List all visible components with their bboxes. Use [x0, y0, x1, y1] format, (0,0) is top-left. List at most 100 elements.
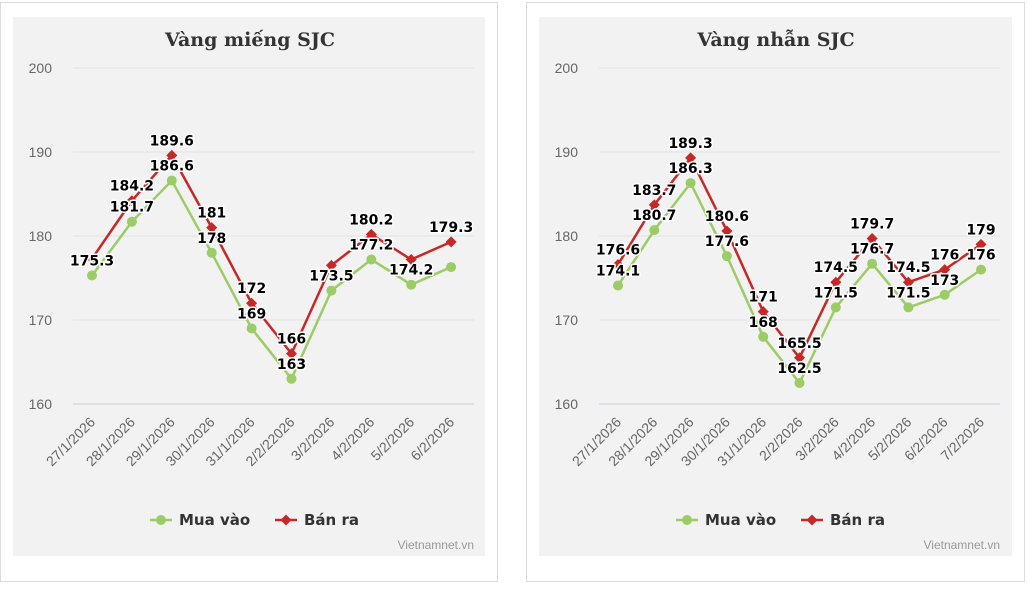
data-point-mua-vao	[126, 216, 137, 227]
data-point-ban-ra	[286, 348, 297, 360]
data-label-mua-vao: 180.7	[632, 208, 676, 224]
data-point-ban-ra	[405, 254, 417, 266]
data-point-mua-vao	[87, 270, 97, 281]
data-label-mua-vao: 174.2	[389, 263, 433, 279]
data-label-ban-ra: 183.7	[632, 183, 676, 199]
legend-marker-mua-vao	[682, 515, 692, 525]
y-tick-label: 170	[29, 312, 53, 328]
chart-card-vang-nhan: Vàng nhẫn SJC 160 170 180 190 200 27/1/2026 28/…	[526, 2, 1025, 582]
legend-label-mua-vao: Mua vào	[705, 511, 776, 529]
series-line-mua-vao	[90, 179, 452, 381]
data-point-ban-ra	[166, 149, 178, 161]
legend-marker-ban-ra	[280, 514, 292, 526]
data-label-mua-vao: 186.3	[668, 161, 712, 177]
data-point-mua-vao	[939, 289, 950, 300]
data-point-mua-vao	[976, 264, 986, 275]
data-label-mua-vao: 169	[237, 306, 266, 322]
data-point-ban-ra	[757, 306, 769, 318]
data-point-ban-ra	[975, 238, 987, 250]
data-point-mua-vao	[366, 254, 377, 265]
legend-label-ban-ra: Bán ra	[830, 511, 885, 529]
legend-label-ban-ra: Bán ra	[304, 511, 359, 529]
data-label-ban-ra: 184.2	[110, 179, 154, 195]
credit-text: Vietnamnet.vn	[924, 538, 1001, 552]
data-point-ban-ra	[612, 259, 624, 271]
data-point-mua-vao	[406, 279, 417, 290]
data-point-mua-vao	[903, 302, 914, 313]
data-label-mua-vao: 162.5	[777, 361, 821, 377]
data-label-ban-ra: 179.3	[429, 220, 473, 236]
data-point-mua-vao	[794, 378, 805, 388]
data-label-ban-ra: 179.7	[850, 217, 894, 233]
data-label-mua-vao: 177.6	[705, 234, 749, 250]
data-label-mua-vao: 176.7	[850, 242, 894, 258]
data-point-ban-ra	[206, 222, 218, 234]
data-point-mua-vao	[246, 323, 257, 334]
y-tick-label: 200	[555, 60, 579, 76]
data-point-mua-vao	[446, 262, 457, 273]
data-label-ban-ra: 181	[197, 206, 226, 222]
chart-title: Vàng nhẫn SJC	[696, 29, 854, 51]
data-label-mua-vao: 174.1	[596, 264, 640, 280]
y-tick-label: 180	[29, 228, 53, 244]
data-point-ban-ra	[939, 264, 951, 276]
data-label-mua-vao: 177.2	[349, 238, 393, 254]
y-tick-label: 170	[555, 312, 579, 328]
y-tick-label: 160	[555, 396, 579, 412]
data-label-ban-ra: 174.5	[886, 260, 930, 276]
data-label-mua-vao: 171.5	[886, 285, 930, 301]
credit-text: Vietnamnet.vn	[398, 538, 475, 552]
data-point-ban-ra	[365, 228, 377, 240]
data-point-mua-vao	[830, 302, 841, 313]
data-label-ban-ra: 166	[277, 332, 306, 348]
data-label-mua-vao: 163	[277, 357, 306, 373]
data-point-mua-vao	[867, 258, 878, 269]
data-point-mua-vao	[721, 251, 732, 262]
chart-card-vang-mieng: Vàng miếng SJC 160 170 180 190 200 27/1/2026 28…	[0, 2, 498, 582]
data-label-ban-ra: 189.6	[150, 133, 194, 149]
data-label-ban-ra: 174.5	[814, 260, 858, 276]
data-point-mua-vao	[286, 373, 297, 384]
data-label-ban-ra: 179	[966, 222, 995, 238]
chart-panel-vang-nhan: Vàng nhẫn SJC 160 170 180 190 200 27/1/2026 28/…	[539, 17, 1012, 556]
data-label-mua-vao: 186.6	[150, 159, 194, 175]
data-point-mua-vao	[758, 331, 769, 342]
data-point-ban-ra	[445, 236, 457, 248]
data-label-ban-ra: 165.5	[777, 336, 821, 352]
data-point-mua-vao	[326, 285, 337, 296]
legend-marker-mua-vao	[156, 515, 166, 525]
data-label-ban-ra: 171	[749, 290, 778, 306]
data-label-ban-ra: 180.2	[349, 212, 393, 228]
data-point-ban-ra	[866, 233, 878, 245]
x-tick-label: 6/2/2026	[407, 414, 457, 464]
data-point-mua-vao	[166, 175, 177, 186]
data-label-ban-ra: 172	[237, 281, 266, 297]
data-label-ban-ra: 176.6	[596, 243, 640, 259]
data-label-mua-vao: 175.3	[70, 253, 114, 269]
line-chart-vang-mieng: Vàng miếng SJC16017018019020027/1/202628…	[29, 29, 475, 552]
y-tick-label: 190	[29, 144, 53, 160]
data-point-mua-vao	[685, 178, 696, 189]
y-tick-label: 200	[29, 60, 53, 76]
y-tick-label: 190	[555, 144, 579, 160]
data-point-ban-ra	[648, 199, 660, 211]
data-label-mua-vao: 168	[749, 315, 778, 331]
chart-title: Vàng miếng SJC	[164, 29, 335, 51]
data-point-ban-ra	[246, 297, 258, 309]
data-point-ban-ra	[902, 276, 914, 288]
data-point-ban-ra	[685, 152, 697, 164]
data-point-ban-ra	[794, 352, 805, 364]
data-point-mua-vao	[649, 225, 660, 236]
data-label-mua-vao: 178	[197, 231, 226, 247]
chart-panel-vang-mieng: Vàng miếng SJC 160 170 180 190 200 27/1/2026 28…	[13, 17, 485, 556]
data-label-mua-vao: 171.5	[814, 285, 858, 301]
data-label-mua-vao: 173	[930, 273, 959, 289]
line-chart-vang-nhan: Vàng nhẫn SJC16017018019020027/1/202628/…	[555, 29, 1001, 552]
data-label-ban-ra: 180.6	[705, 209, 749, 225]
series-line-ban-ra	[90, 154, 452, 355]
data-label-mua-vao: 181.7	[110, 200, 154, 216]
data-point-ban-ra	[325, 259, 337, 271]
legend-marker-ban-ra	[806, 514, 818, 526]
data-point-mua-vao	[206, 247, 217, 258]
data-point-ban-ra	[86, 253, 98, 265]
